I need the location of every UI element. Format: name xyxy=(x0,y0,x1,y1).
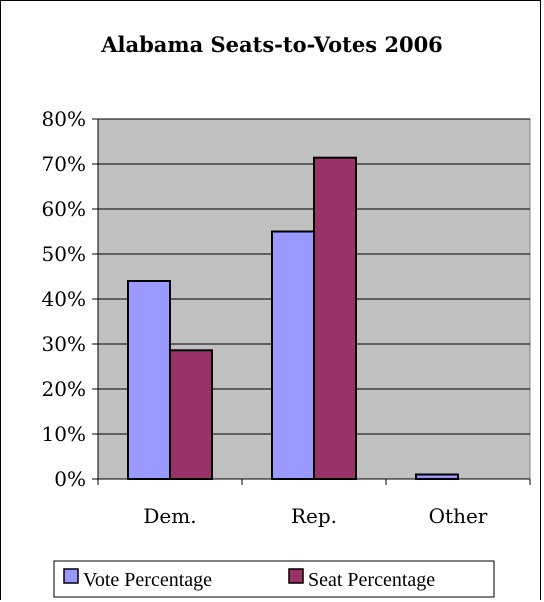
y-tick-label: 30% xyxy=(42,332,86,356)
legend-label: Seat Percentage xyxy=(308,569,435,591)
legend-swatch xyxy=(63,568,79,584)
legend: Vote Percentage Seat Percentage xyxy=(53,560,495,598)
y-tick-label: 60% xyxy=(42,197,86,221)
x-category-label: Rep. xyxy=(291,504,337,528)
bar xyxy=(415,473,459,480)
y-tick-label: 0% xyxy=(54,467,86,491)
legend-swatch xyxy=(288,568,304,584)
axes xyxy=(92,118,531,485)
bar xyxy=(169,349,213,480)
y-tick-labels: 0% 10% 20% 30% 40% 50% 60% 70% 80% xyxy=(42,107,86,491)
x-category-labels: Dem. Rep. Other xyxy=(143,504,487,528)
bar xyxy=(313,156,357,480)
y-tick-label: 40% xyxy=(42,287,86,311)
chart-title: Alabama Seats-to-Votes 2006 xyxy=(100,32,443,57)
x-category-label: Other xyxy=(429,504,488,528)
legend-box xyxy=(53,560,495,598)
x-category-label: Dem. xyxy=(143,504,196,528)
bars xyxy=(127,156,459,480)
y-tick-label: 70% xyxy=(42,152,86,176)
legend-label: Vote Percentage xyxy=(83,569,212,591)
bar xyxy=(127,280,171,480)
bar xyxy=(271,230,315,480)
y-tick-label: 80% xyxy=(42,107,86,131)
y-tick-label: 10% xyxy=(42,422,86,446)
y-tick-label: 20% xyxy=(42,377,86,401)
y-tick-label: 50% xyxy=(42,242,86,266)
